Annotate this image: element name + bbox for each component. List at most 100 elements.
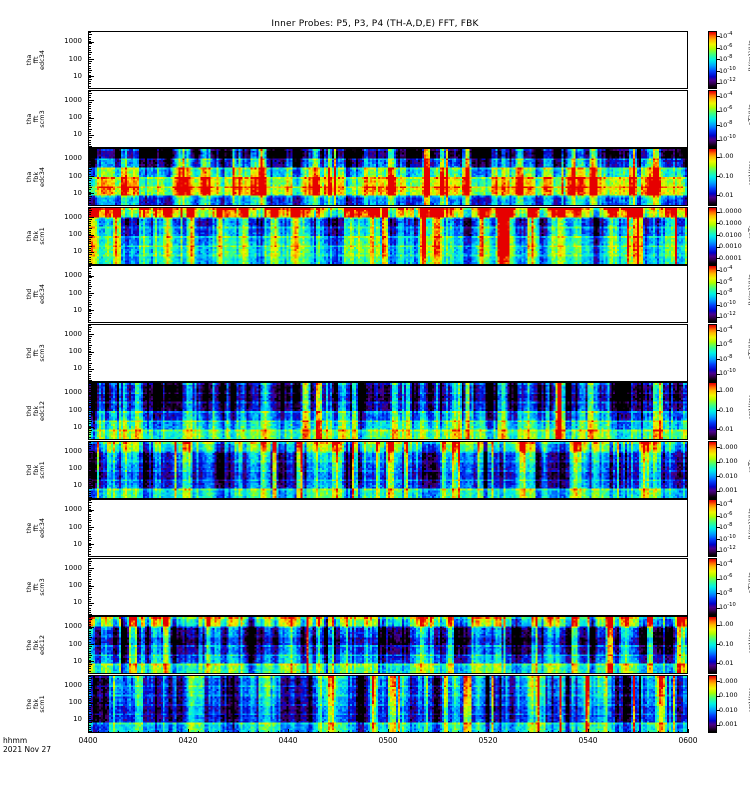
y-minor-tick — [88, 388, 91, 389]
plot-panel-thd-fft-edc34 — [88, 265, 688, 323]
colorbar-tick-label: 0.0010 — [719, 242, 742, 251]
y-tick-mark — [88, 527, 94, 528]
y-minor-tick — [88, 325, 91, 326]
y-minor-tick — [88, 662, 91, 663]
y-minor-tick — [88, 423, 91, 424]
colorbar-tick-mark — [717, 374, 720, 375]
plot-panel-tha-fbk-scm1 — [88, 206, 688, 265]
y-minor-tick — [88, 358, 91, 359]
y-minor-tick — [88, 300, 91, 301]
y-minor-tick — [88, 146, 92, 147]
y-minor-tick — [88, 668, 91, 669]
y-minor-tick — [88, 405, 91, 406]
y-minor-tick — [88, 363, 92, 364]
x-minor-tick — [618, 731, 619, 733]
y-minor-tick — [88, 380, 92, 381]
y-minor-tick — [88, 605, 92, 606]
y-minor-tick — [88, 408, 91, 409]
colorbar-tick-mark — [717, 270, 720, 271]
colorbar-tick-label: 10-4 — [719, 264, 733, 274]
x-tick-label: 0520 — [478, 736, 498, 745]
y-minor-tick — [88, 468, 91, 469]
x-minor-tick — [578, 731, 579, 733]
y-minor-tick — [88, 588, 92, 589]
x-minor-tick — [448, 731, 449, 733]
colorbar-tick-mark — [717, 71, 720, 72]
colorbar-tick-mark — [717, 48, 720, 49]
y-minor-tick — [88, 63, 91, 64]
x-tick-mark — [188, 729, 189, 733]
colorbar-tick-label: 0.001 — [719, 720, 738, 729]
y-minor-tick — [88, 432, 91, 433]
y-minor-tick — [88, 122, 91, 123]
colorbar-tick-label: 10-6 — [719, 276, 733, 286]
y-minor-tick — [88, 592, 91, 593]
colorbar-tick-label: 0.1000 — [719, 219, 742, 228]
y-tick-mark — [88, 627, 94, 628]
y-minor-tick — [88, 194, 91, 195]
y-tick-mark — [88, 252, 94, 253]
y-minor-tick — [88, 551, 91, 552]
y-minor-tick — [88, 707, 91, 708]
y-tick-mark — [88, 159, 94, 160]
x-tick-mark — [688, 729, 689, 733]
y-minor-tick — [88, 693, 91, 694]
y-tick-label: 1000 — [64, 271, 82, 280]
colorbar-tick-label: 10-12 — [719, 311, 736, 321]
y-minor-tick — [88, 509, 91, 510]
colorbar-tick-label: 10-6 — [719, 105, 733, 115]
y-minor-tick — [88, 304, 92, 305]
colorbar-tick-mark — [717, 330, 720, 331]
y-minor-tick — [88, 257, 91, 258]
y-tick-mark — [88, 685, 94, 686]
y-tick-mark — [88, 427, 94, 428]
colorbar-tick-mark — [717, 710, 720, 711]
y-minor-tick — [88, 549, 91, 550]
y-tick-label: 10 — [73, 305, 82, 314]
colorbar-tick-label: 0.01 — [719, 659, 734, 668]
y-tick-label: 1000 — [64, 446, 82, 455]
y-minor-tick — [88, 554, 91, 555]
x-minor-tick — [148, 731, 149, 733]
y-minor-tick — [88, 342, 91, 343]
x-minor-tick — [398, 731, 399, 733]
y-minor-tick — [88, 254, 92, 255]
y-minor-tick — [88, 149, 91, 150]
y-tick-label: 100 — [68, 171, 82, 180]
colorbar-tick-mark — [717, 305, 720, 306]
y-minor-tick — [88, 68, 91, 69]
y-minor-tick — [88, 102, 92, 103]
x-minor-tick — [428, 731, 429, 733]
y-minor-tick — [88, 624, 91, 625]
y-minor-tick — [88, 163, 91, 164]
y-minor-tick — [88, 507, 91, 508]
y-minor-tick — [88, 117, 91, 118]
y-minor-tick — [88, 466, 91, 467]
y-tick-mark — [88, 486, 94, 487]
colorbar-thd-fbk-edc12 — [708, 382, 717, 440]
y-minor-tick — [88, 576, 91, 577]
y-minor-tick — [88, 390, 91, 391]
y-minor-tick — [88, 83, 91, 84]
colorbar-tick-mark — [717, 258, 720, 259]
y-minor-tick — [88, 360, 91, 361]
colorbar-tick-label: 0.10 — [719, 405, 734, 414]
y-minor-tick — [88, 417, 91, 418]
y-tick-mark — [88, 544, 94, 545]
y-minor-tick — [88, 563, 91, 564]
y-minor-tick — [88, 444, 92, 445]
x-minor-tick — [268, 731, 269, 733]
colorbar-tick-mark — [717, 317, 720, 318]
x-minor-tick — [548, 731, 549, 733]
y-minor-tick — [88, 104, 91, 105]
colorbar-tick-label: 1.0000 — [719, 207, 742, 216]
plot-panel-tha-fbk-edc34 — [88, 148, 688, 206]
y-minor-tick — [88, 682, 91, 683]
y-minor-tick — [88, 340, 91, 341]
plot-panel-the-fft-scm3 — [88, 557, 688, 616]
spectrogram-image-tha-fbk-edc34 — [89, 149, 687, 205]
y-minor-tick — [88, 135, 91, 136]
y-minor-tick — [88, 705, 92, 706]
x-minor-tick — [538, 731, 539, 733]
colorbar-the-fbk-scm1 — [708, 674, 717, 733]
